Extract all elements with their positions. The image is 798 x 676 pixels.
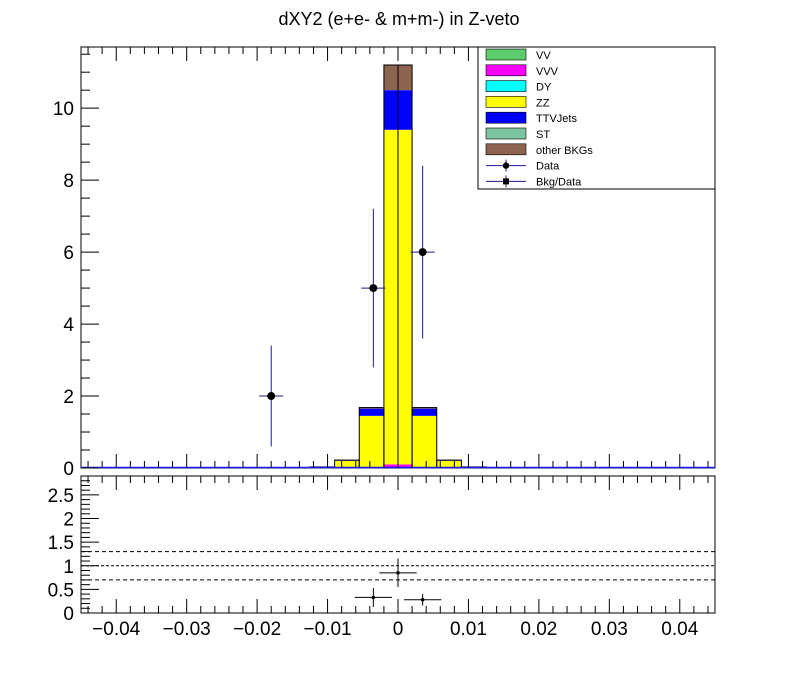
data-point-0 <box>267 392 276 401</box>
legend-swatch-other-bkgs <box>485 143 527 156</box>
main-y-tick-labels: 0 2 4 6 8 10 <box>53 99 75 480</box>
legend-swatch-ttvjets <box>485 111 527 124</box>
main-plot: 0 2 4 6 8 10 <box>53 46 716 480</box>
bar-zz-bin-5 <box>412 415 437 468</box>
ratio-points <box>354 558 442 607</box>
data-point-2 <box>418 248 427 257</box>
ratio-y-tick-labels: 0 0.51 1.52 2.5 <box>48 486 74 625</box>
legend-label-ttvjets: TTVJets <box>536 113 577 125</box>
x-tick-label-7: 0.03 <box>591 619 628 640</box>
data-points <box>259 165 435 447</box>
ratio-x-tick-labels: −0.04 −0.03 −0.02 −0.01 0 0.01 0.02 0.03 0.04 <box>92 619 699 640</box>
bar-ttvjets-bin-3 <box>383 90 398 130</box>
ratio-point-2 <box>421 598 425 602</box>
bar-ttvjets-bin-2 <box>359 408 384 416</box>
main-y-tick-label-2: 4 <box>63 315 74 336</box>
bar-vvv-bin-3 <box>383 464 398 468</box>
x-tick-label-5: 0.01 <box>450 619 487 640</box>
legend-label-zz: ZZ <box>536 97 550 109</box>
bar-other-bkgs-bin-2 <box>359 407 384 409</box>
main-y-tick-label-1: 2 <box>63 387 74 408</box>
ratio-plot-frame <box>80 475 716 614</box>
bar-ttvjets-bin-5 <box>412 408 437 416</box>
legend-swatch-vv <box>485 48 527 61</box>
bar-zz-bin-2 <box>359 415 384 468</box>
ratio-y-ticks <box>81 480 99 614</box>
ratio-point-0 <box>371 595 375 599</box>
bar-zz-bin-3 <box>383 129 398 465</box>
main-y-ticks <box>81 53 99 469</box>
bar-vvv-bin-4 <box>398 464 413 468</box>
bar-other-bkgs-bin-4 <box>398 64 413 91</box>
ratio-y-tick-label-0: 0 <box>63 604 74 625</box>
legend-swatch-dy <box>485 80 527 92</box>
main-y-tick-label-3: 6 <box>63 243 74 264</box>
legend-swatch-vvv <box>485 64 527 77</box>
legend-label-vvv: VVV <box>536 66 559 78</box>
bar-other-bkgs-bin-3 <box>383 64 398 91</box>
x-tick-label-3: −0.01 <box>304 619 352 640</box>
x-tick-label-4: 0 <box>393 619 404 640</box>
x-tick-label-6: 0.02 <box>520 619 557 640</box>
bar-other-bkgs-bin-5 <box>412 407 437 409</box>
x-tick-label-8: 0.04 <box>661 619 698 640</box>
x-tick-label-0: −0.04 <box>92 619 141 640</box>
ratio-y-tick-label-4: 2 <box>63 510 74 531</box>
main-y-tick-label-4: 8 <box>63 171 74 192</box>
ratio-x-ticks <box>87 476 709 613</box>
legend-swatch-zz <box>485 96 527 108</box>
bar-zz-bin-1 <box>334 460 360 468</box>
legend-swatch-st <box>485 127 527 140</box>
stacked-histogram <box>309 64 487 469</box>
ratio-y-tick-label-2: 1 <box>63 557 74 578</box>
bar-zz-bin-4 <box>398 129 413 465</box>
legend-label-st: ST <box>536 129 550 141</box>
chart-title: dXY2 (e+e- & m+m-) in Z-veto <box>278 9 519 29</box>
main-y-tick-label-5: 10 <box>53 99 74 120</box>
legend-marker-data <box>502 162 510 169</box>
legend-label-bkg-data: Bkg/Data <box>536 176 582 188</box>
legend-marker-bkg-data <box>503 178 509 185</box>
x-tick-label-1: −0.03 <box>163 619 211 640</box>
ratio-plot: 0 0.51 1.52 2.5 −0.04 −0.03 −0.02 −0.01 0 0.01 0.… <box>48 475 716 640</box>
legend-label-vv: VV <box>536 50 551 62</box>
ratio-point-1 <box>396 571 400 575</box>
data-point-1 <box>369 284 378 293</box>
bar-ttvjets-bin-4 <box>398 90 413 130</box>
ratio-y-tick-label-3: 1.5 <box>48 533 74 554</box>
bar-zz-bin-6 <box>436 460 462 468</box>
ratio-y-tick-label-1: 0.5 <box>48 580 74 601</box>
legend-label-data: Data <box>536 161 560 173</box>
legend-label-dy: DY <box>536 82 552 94</box>
legend-label-other-bkgs: other BKGs <box>536 145 593 157</box>
x-tick-label-2: −0.02 <box>233 619 281 640</box>
main-y-tick-label-0: 0 <box>63 459 74 480</box>
ratio-y-tick-label-5: 2.5 <box>48 486 74 507</box>
